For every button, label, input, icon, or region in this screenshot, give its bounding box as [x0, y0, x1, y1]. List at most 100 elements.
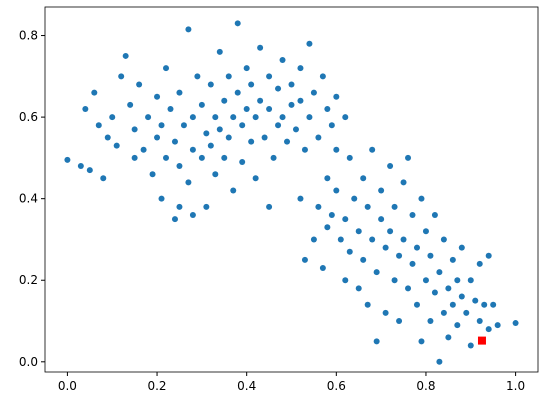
point [234, 20, 241, 27]
point [239, 158, 246, 165]
point [248, 138, 255, 145]
point [405, 285, 412, 292]
point [239, 122, 246, 129]
point [284, 138, 291, 145]
point [373, 338, 380, 345]
point [310, 89, 317, 96]
point [154, 93, 161, 100]
point [131, 126, 138, 133]
point [387, 228, 394, 235]
point [324, 105, 331, 112]
point [360, 256, 367, 263]
point [431, 211, 438, 218]
point [104, 134, 111, 141]
point [203, 203, 210, 210]
point [140, 146, 147, 153]
point [122, 52, 129, 59]
point [481, 301, 488, 308]
point [472, 297, 479, 304]
point [198, 101, 205, 108]
point [100, 175, 107, 182]
point [315, 203, 322, 210]
point [422, 228, 429, 235]
point [427, 318, 434, 325]
point [216, 126, 223, 133]
point [454, 322, 461, 329]
point [409, 211, 416, 218]
point [310, 236, 317, 243]
point [378, 216, 385, 223]
point [91, 89, 98, 96]
point [275, 122, 282, 129]
point [454, 277, 461, 284]
x-tick-label: 0.4 [237, 379, 256, 393]
point [189, 146, 196, 153]
point [337, 236, 344, 243]
point [292, 126, 299, 133]
point [306, 40, 313, 47]
x-tick-label: 1.0 [506, 379, 525, 393]
point [185, 26, 192, 33]
point [243, 105, 250, 112]
point [396, 252, 403, 259]
point [230, 114, 237, 121]
point [248, 81, 255, 88]
point [176, 89, 183, 96]
point [445, 285, 452, 292]
point [234, 89, 241, 96]
point [342, 114, 349, 121]
point [149, 171, 156, 178]
point [463, 309, 470, 316]
point [333, 187, 340, 194]
y-tick-label: 0.2 [19, 273, 38, 287]
point [266, 73, 273, 80]
point [427, 252, 434, 259]
point [467, 277, 474, 284]
point [324, 224, 331, 231]
point [477, 336, 486, 345]
point [113, 142, 120, 149]
point [176, 203, 183, 210]
point [346, 248, 353, 255]
point [194, 73, 201, 80]
point [328, 122, 335, 129]
point [301, 146, 308, 153]
point [369, 236, 376, 243]
point [86, 167, 93, 174]
point [400, 236, 407, 243]
point [252, 175, 259, 182]
point [163, 154, 170, 161]
point [131, 154, 138, 161]
point [297, 65, 304, 72]
point [136, 81, 143, 88]
x-tick-label: 0.8 [416, 379, 435, 393]
point [333, 93, 340, 100]
point [436, 269, 443, 276]
point [440, 309, 447, 316]
point [207, 81, 214, 88]
point [458, 293, 465, 300]
x-tick-label: 0.2 [147, 379, 166, 393]
point [82, 105, 89, 112]
point [171, 138, 178, 145]
point [171, 216, 178, 223]
point [77, 163, 84, 170]
point [319, 265, 326, 272]
point [279, 57, 286, 64]
point [243, 65, 250, 72]
point [400, 179, 407, 186]
point [288, 81, 295, 88]
point [355, 285, 362, 292]
point [413, 244, 420, 251]
point [387, 163, 394, 170]
y-tick-label: 0.0 [19, 355, 38, 369]
axes-frame [44, 6, 539, 373]
point [95, 122, 102, 129]
point [440, 236, 447, 243]
point [127, 101, 134, 108]
point [413, 301, 420, 308]
point [225, 134, 232, 141]
point [297, 97, 304, 104]
point [396, 318, 403, 325]
point [378, 187, 385, 194]
